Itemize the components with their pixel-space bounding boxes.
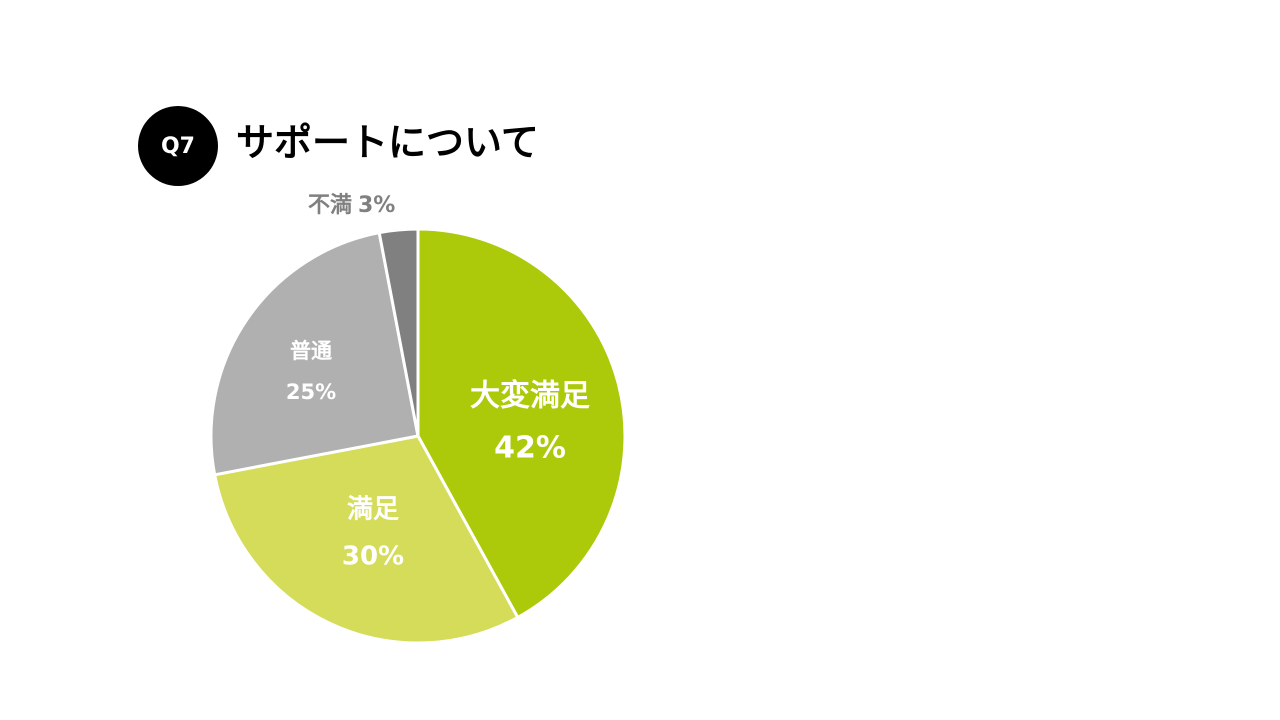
badge-circle xyxy=(138,106,218,186)
chart-title: サポートについて xyxy=(236,121,539,165)
slice-value-label: 3% xyxy=(358,193,395,218)
pie-slice xyxy=(212,434,520,645)
slice-value-label: 25% xyxy=(286,380,336,404)
slice-category-label: 不満 xyxy=(308,192,352,218)
pie-slice xyxy=(209,230,420,477)
slice-category-label: 満足 xyxy=(347,495,399,525)
slice-value-label: 42% xyxy=(494,431,566,466)
slice-value-label: 30% xyxy=(342,542,404,572)
badge-label: Q7 xyxy=(161,134,195,159)
slice-category-label: 大変満足 xyxy=(470,379,590,414)
pie-slice xyxy=(416,227,627,620)
pie-slice xyxy=(377,227,420,437)
slice-category-label: 普通 xyxy=(290,339,332,363)
